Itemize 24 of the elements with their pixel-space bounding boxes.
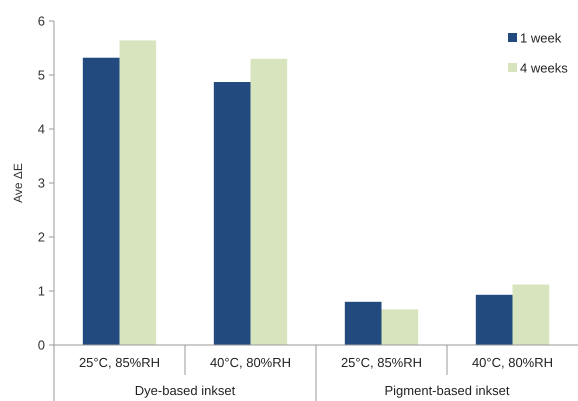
bar xyxy=(512,284,550,345)
y-tick-label: 0 xyxy=(38,338,45,353)
text: Pigment-based inkset xyxy=(384,383,510,398)
bar xyxy=(120,40,156,345)
legend-label: 4 weeks xyxy=(520,60,568,76)
y-tick-label: 5 xyxy=(38,68,45,83)
bar xyxy=(344,302,382,345)
x-tick-label: 25°C, 85%RH xyxy=(78,355,160,370)
bar xyxy=(82,58,120,345)
bar xyxy=(476,294,512,345)
x-tick-label: 40°C, 80%RH xyxy=(472,355,554,370)
legend-label: 1 week xyxy=(520,30,562,46)
x-tick-label: 25°C, 85%RH xyxy=(340,355,422,370)
bar xyxy=(250,58,288,345)
y-axis-title: Ave ΔE xyxy=(11,163,25,203)
text: Dye-based inkset xyxy=(134,383,236,398)
y-tick-label: 6 xyxy=(38,14,45,29)
bar xyxy=(214,82,250,345)
x-tick-label: 40°C, 80%RH xyxy=(210,355,292,370)
y-tick-label: 1 xyxy=(38,284,45,299)
y-tick-label: 3 xyxy=(38,176,45,191)
bar xyxy=(382,309,418,345)
y-tick-label: 4 xyxy=(38,122,45,137)
y-tick-label: 2 xyxy=(38,230,45,245)
